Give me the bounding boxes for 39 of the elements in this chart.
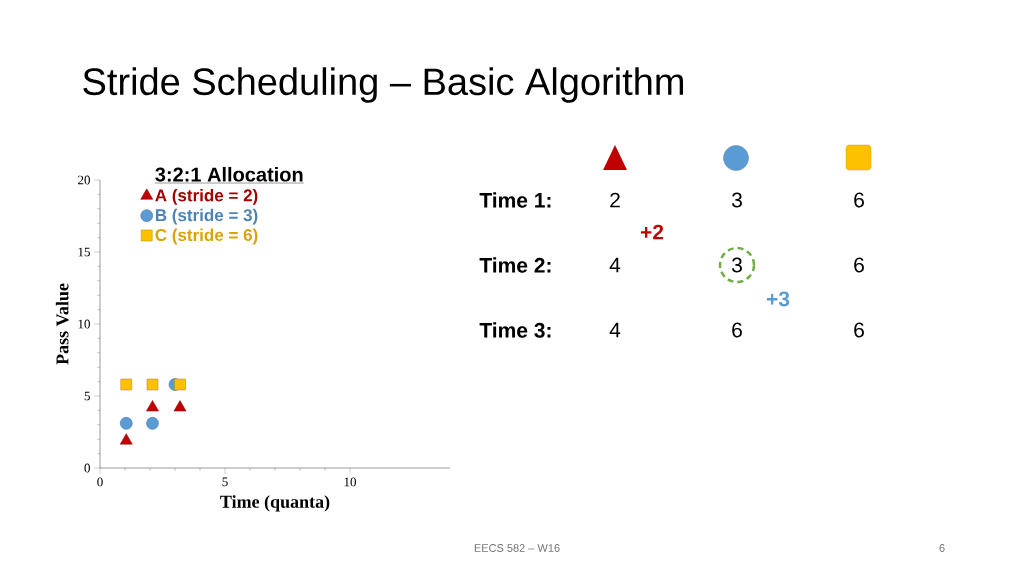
text: 6 bbox=[854, 192, 864, 208]
y-axis-title: Pass Value bbox=[55, 283, 69, 365]
text: Time 3: bbox=[479, 322, 551, 338]
text: 6 bbox=[854, 257, 864, 273]
text: EECS 582 – W16 bbox=[474, 544, 560, 552]
legend-label: C (stride = 6) bbox=[155, 228, 258, 245]
text: 3 bbox=[731, 257, 742, 273]
text: 4 bbox=[609, 257, 621, 273]
text: 6 bbox=[854, 322, 864, 338]
y-tick-label: 0 bbox=[84, 463, 90, 473]
text: +3 bbox=[766, 291, 790, 307]
y-tick-label: 15 bbox=[78, 247, 90, 257]
text: Time 1: bbox=[479, 192, 551, 208]
point bbox=[120, 378, 132, 391]
y-tick-label: 20 bbox=[78, 175, 90, 185]
legend-label: B (stride = 3) bbox=[155, 208, 258, 225]
point bbox=[119, 433, 133, 445]
legend-label: A (stride = 2) bbox=[155, 188, 258, 205]
x-tick-label: 10 bbox=[344, 477, 357, 487]
point bbox=[146, 417, 159, 430]
y-tick-label: 5 bbox=[84, 391, 90, 401]
text: 2 bbox=[610, 192, 620, 208]
text: 6 bbox=[939, 544, 945, 552]
point bbox=[174, 378, 186, 391]
text: 3 bbox=[731, 192, 742, 208]
point bbox=[173, 400, 187, 412]
text: 6 bbox=[732, 322, 742, 338]
text: +2 bbox=[640, 224, 664, 240]
x-tick-label: 5 bbox=[222, 477, 228, 487]
chart-title: Stride Scheduling – Basic Algorithm bbox=[83, 67, 684, 103]
text: 4 bbox=[609, 322, 621, 338]
point bbox=[146, 400, 159, 412]
x-tick-label: 0 bbox=[97, 477, 103, 487]
point bbox=[146, 378, 159, 391]
y-tick-label: 10 bbox=[78, 319, 90, 329]
x-axis-title: Time (quanta) bbox=[220, 495, 330, 512]
point bbox=[120, 417, 133, 430]
legend-title: 3:2:1 Allocation bbox=[155, 166, 303, 182]
text: Time 2: bbox=[479, 257, 551, 273]
